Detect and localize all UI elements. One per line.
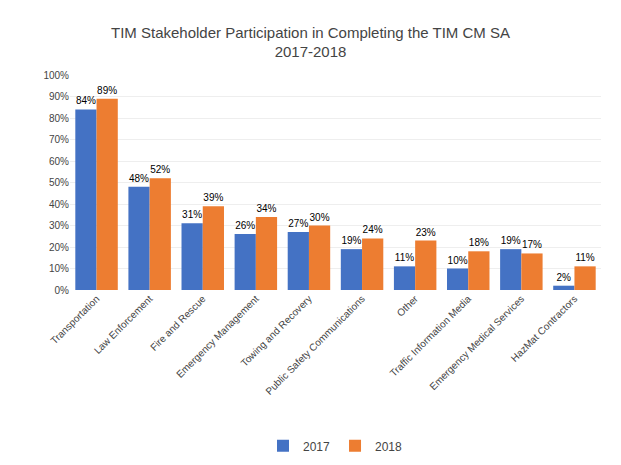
svg-text:Emergency Management: Emergency Management: [174, 293, 261, 380]
svg-text:70%: 70%: [49, 134, 69, 145]
svg-text:18%: 18%: [469, 237, 489, 248]
svg-text:30%: 30%: [310, 212, 330, 223]
svg-text:Public Safety Communications: Public Safety Communications: [263, 293, 367, 397]
svg-text:27%: 27%: [288, 218, 308, 229]
svg-text:10%: 10%: [448, 255, 468, 266]
svg-text:60%: 60%: [49, 156, 69, 167]
svg-text:48%: 48%: [129, 173, 149, 184]
svg-text:20%: 20%: [49, 242, 69, 253]
svg-text:31%: 31%: [182, 209, 202, 220]
svg-text:52%: 52%: [150, 164, 170, 175]
svg-text:Other: Other: [395, 293, 421, 319]
svg-text:34%: 34%: [256, 203, 276, 214]
svg-text:11%: 11%: [575, 252, 594, 263]
svg-text:17%: 17%: [522, 239, 542, 250]
svg-text:HazMat Contractors: HazMat Contractors: [509, 293, 580, 364]
svg-text:24%: 24%: [363, 224, 383, 235]
svg-text:2017: 2017: [303, 440, 330, 454]
svg-text:TIM Stakeholder Participation: TIM Stakeholder Participation in Complet…: [111, 24, 510, 61]
svg-text:0%: 0%: [55, 285, 70, 296]
svg-text:26%: 26%: [235, 220, 255, 231]
svg-text:Traffic Information Media: Traffic Information Media: [388, 293, 474, 379]
svg-text:84%: 84%: [76, 95, 96, 106]
svg-text:10%: 10%: [49, 263, 69, 274]
svg-text:2018: 2018: [375, 440, 402, 454]
svg-text:Transportation: Transportation: [48, 293, 101, 346]
svg-text:Fire and Rescue: Fire and Rescue: [148, 293, 208, 353]
svg-text:Towing and Recovery: Towing and Recovery: [239, 293, 314, 368]
svg-text:11%: 11%: [395, 252, 414, 263]
svg-text:2%: 2%: [557, 272, 572, 283]
svg-text:19%: 19%: [341, 235, 361, 246]
svg-text:Law Enforcement: Law Enforcement: [92, 293, 155, 356]
svg-text:40%: 40%: [49, 199, 69, 210]
svg-text:39%: 39%: [203, 192, 223, 203]
svg-text:100%: 100%: [43, 70, 69, 81]
svg-text:19%: 19%: [501, 235, 521, 246]
svg-text:23%: 23%: [416, 227, 436, 238]
svg-text:50%: 50%: [49, 177, 69, 188]
svg-text:90%: 90%: [49, 91, 69, 102]
svg-text:80%: 80%: [49, 113, 69, 124]
svg-text:Emergency Medical Services: Emergency Medical Services: [427, 293, 526, 392]
svg-text:30%: 30%: [49, 220, 69, 231]
svg-text:89%: 89%: [97, 85, 117, 96]
